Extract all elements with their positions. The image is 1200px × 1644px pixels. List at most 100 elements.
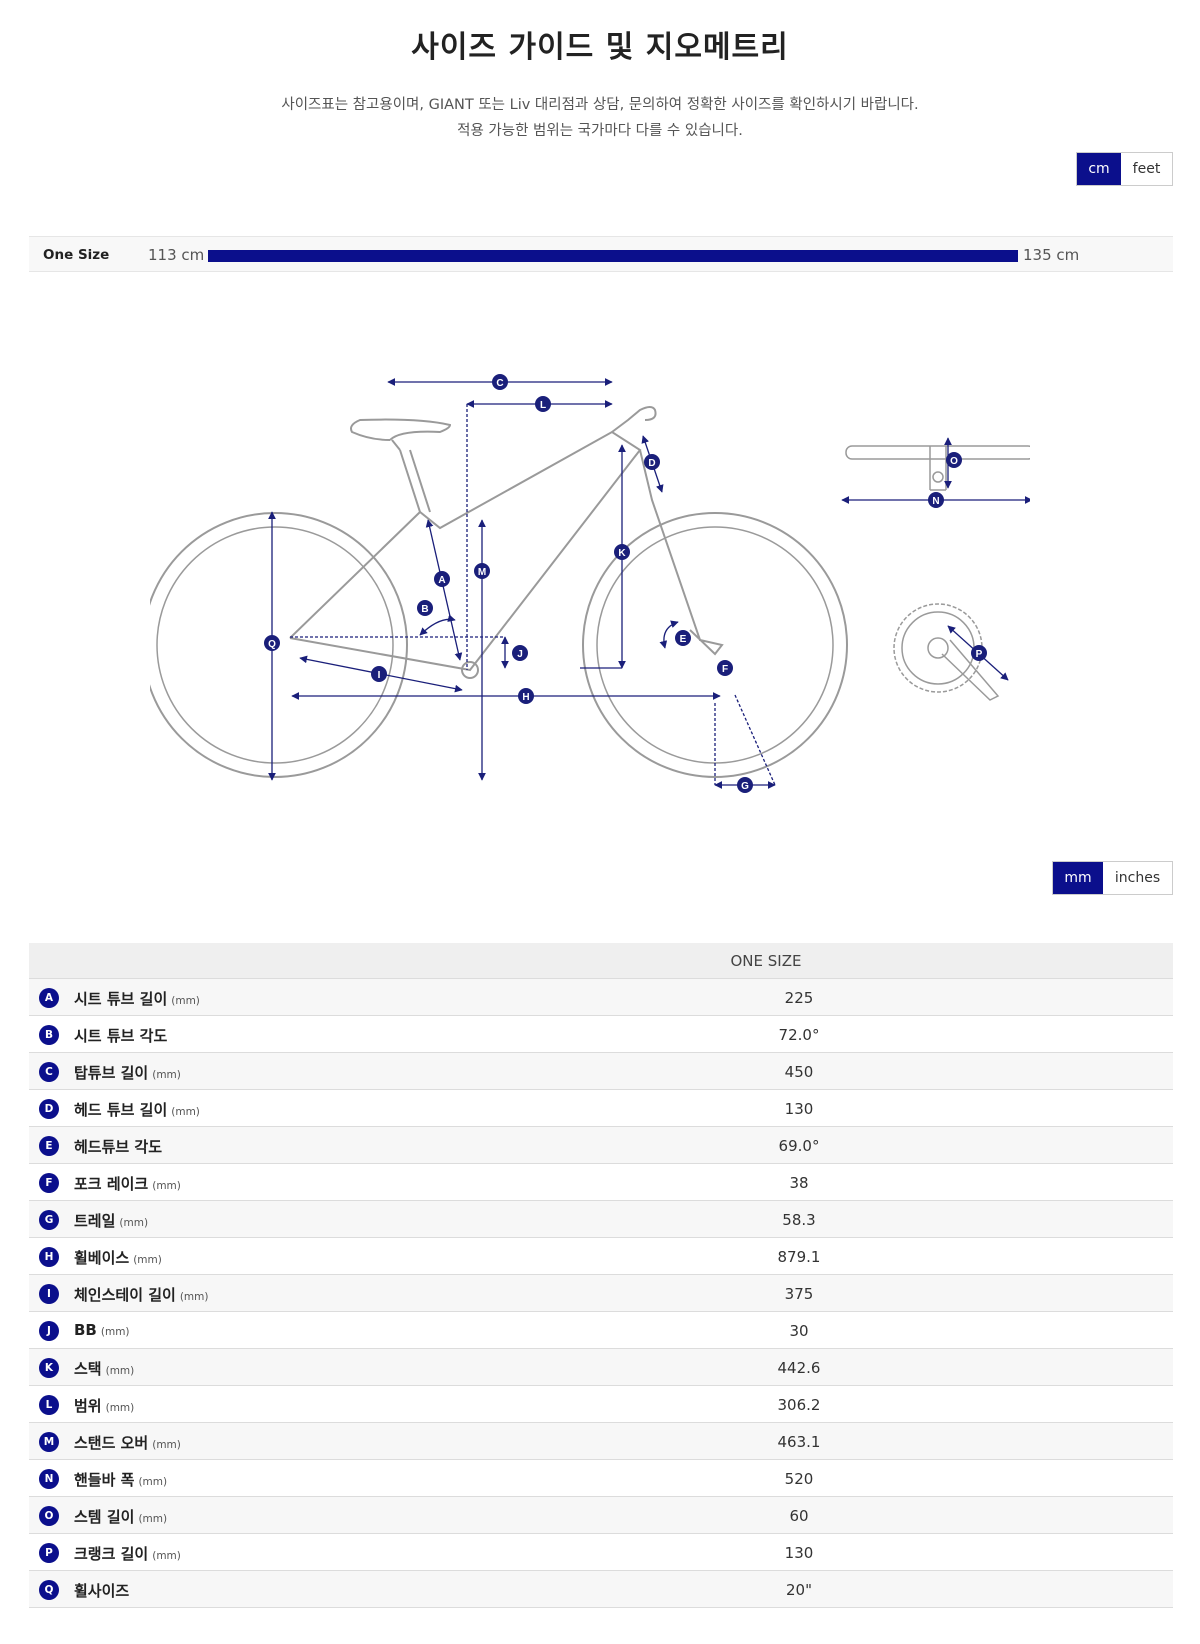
spec-unit: (mm) [119, 1217, 149, 1229]
spec-label: 시트 튜브 각도 [74, 1027, 168, 1045]
spec-name: 트레일 (mm) [74, 1210, 148, 1231]
spec-value: 130 [784, 1544, 814, 1562]
marker-p: P [971, 645, 987, 661]
letter-badge: Q [39, 1580, 59, 1600]
spec-unit: (mm) [105, 1402, 135, 1414]
svg-text:O: O [950, 456, 958, 467]
marker-m: M [474, 563, 490, 579]
spec-value: 879.1 [777, 1248, 821, 1266]
spec-value: 450 [784, 1063, 814, 1081]
svg-text:A: A [438, 575, 445, 586]
marker-q: Q [264, 635, 280, 651]
marker-h: H [518, 688, 534, 704]
spec-name: 포크 레이크 (mm) [74, 1173, 181, 1194]
table-row: M 스탠드 오버 (mm) 463.1 [29, 1423, 1173, 1460]
inches-button[interactable]: inches [1103, 862, 1172, 894]
spec-label: 휠베이스 [74, 1249, 130, 1267]
letter-badge: K [39, 1358, 59, 1378]
spec-label: 핸들바 폭 [74, 1471, 135, 1489]
spec-name: 시트 튜브 각도 [74, 1025, 171, 1046]
spec-unit: (mm) [105, 1365, 135, 1377]
table-row: A 시트 튜브 길이 (mm) 225 [29, 979, 1173, 1016]
marker-f: F [717, 660, 733, 676]
table-row: B 시트 튜브 각도 72.0° [29, 1016, 1173, 1053]
letter-badge: C [39, 1062, 59, 1082]
svg-text:F: F [722, 664, 728, 675]
svg-text:P: P [976, 649, 983, 660]
table-row: K 스택 (mm) 442.6 [29, 1349, 1173, 1386]
spec-label: 시트 튜브 길이 [74, 990, 168, 1008]
dimension-markers: C L D K M A B Q J I H E F G O N P [264, 374, 987, 793]
marker-i: I [371, 666, 387, 682]
marker-d: D [644, 454, 660, 470]
svg-text:Q: Q [268, 639, 276, 650]
spec-value: 225 [784, 989, 814, 1007]
cm-button[interactable]: cm [1077, 153, 1121, 185]
spec-unit: (mm) [152, 1069, 181, 1081]
spec-value: 58.3 [782, 1211, 816, 1229]
spec-value: 60 [789, 1507, 809, 1525]
size-label: One Size [43, 247, 110, 263]
marker-e: E [675, 630, 691, 646]
svg-text:K: K [618, 548, 626, 559]
table-row: I 체인스테이 길이 (mm) 375 [29, 1275, 1173, 1312]
table-row: D 헤드 튜브 길이 (mm) 130 [29, 1090, 1173, 1127]
marker-g: G [737, 777, 753, 793]
letter-badge: N [39, 1469, 59, 1489]
marker-n: N [928, 492, 944, 508]
svg-text:L: L [540, 400, 546, 411]
svg-text:B: B [421, 604, 428, 615]
letter-badge: J [39, 1321, 59, 1341]
spec-value: 38 [789, 1174, 809, 1192]
table-row: E 헤드튜브 각도 69.0° [29, 1127, 1173, 1164]
letter-badge: M [39, 1432, 59, 1452]
spec-unit: (mm) [100, 1326, 130, 1338]
rider-height-bar: One Size 113 cm 135 cm [29, 236, 1173, 272]
spec-unit: (mm) [152, 1439, 181, 1451]
table-row: H 휠베이스 (mm) 879.1 [29, 1238, 1173, 1275]
spec-label: 스탠드 오버 [74, 1434, 149, 1452]
svg-text:H: H [522, 692, 529, 703]
marker-b: B [417, 600, 433, 616]
letter-badge: I [39, 1284, 59, 1304]
svg-text:M: M [478, 567, 486, 578]
spec-unit: (mm) [152, 1550, 181, 1562]
spec-value: 306.2 [777, 1396, 821, 1414]
letter-badge: G [39, 1210, 59, 1230]
mm-button[interactable]: mm [1053, 862, 1103, 894]
letter-badge: L [39, 1395, 59, 1415]
spec-name: 헤드튜브 각도 [74, 1136, 166, 1157]
spec-label: 휠사이즈 [74, 1582, 130, 1600]
spec-name: 범위 (mm) [74, 1395, 134, 1416]
spec-name: 체인스테이 길이 (mm) [74, 1284, 208, 1305]
spec-name: 스탠드 오버 (mm) [74, 1432, 181, 1453]
spec-name: 스택 (mm) [74, 1358, 134, 1379]
spec-unit: (mm) [171, 1106, 200, 1118]
geometry-unit-toggle: mm inches [1052, 861, 1173, 895]
column-header-one-size: ONE SIZE [730, 952, 802, 970]
table-row: L 범위 (mm) 306.2 [29, 1386, 1173, 1423]
spec-name: 휠베이스 (mm) [74, 1247, 162, 1268]
spec-value: 130 [784, 1100, 814, 1118]
letter-badge: F [39, 1173, 59, 1193]
description-line-2: 적용 가능한 범위는 국가마다 다를 수 있습니다. [457, 123, 743, 139]
table-row: J BB (mm) 30 [29, 1312, 1173, 1349]
spec-name: 휠사이즈 [74, 1580, 133, 1601]
spec-unit: (mm) [152, 1180, 181, 1192]
feet-button[interactable]: feet [1121, 153, 1172, 185]
geometry-table: ONE SIZE A 시트 튜브 길이 (mm) 225 B 시트 튜브 각도 72.0° C… [29, 943, 1173, 1608]
table-header: ONE SIZE [29, 943, 1173, 979]
spec-unit: (mm) [171, 995, 200, 1007]
spec-unit: (mm) [138, 1513, 168, 1525]
height-range-fill [208, 250, 1018, 262]
marker-c: C [492, 374, 508, 390]
letter-badge: E [39, 1136, 59, 1156]
spec-value: 30 [789, 1322, 809, 1340]
svg-text:N: N [932, 496, 939, 507]
spec-label: 탑튜브 길이 [74, 1064, 149, 1082]
spec-name: 탑튜브 길이 (mm) [74, 1062, 181, 1083]
spec-value: 20" [786, 1581, 812, 1599]
spec-name: 스템 길이 (mm) [74, 1506, 167, 1527]
letter-badge: B [39, 1025, 59, 1045]
spec-label: 포크 레이크 [74, 1175, 149, 1193]
